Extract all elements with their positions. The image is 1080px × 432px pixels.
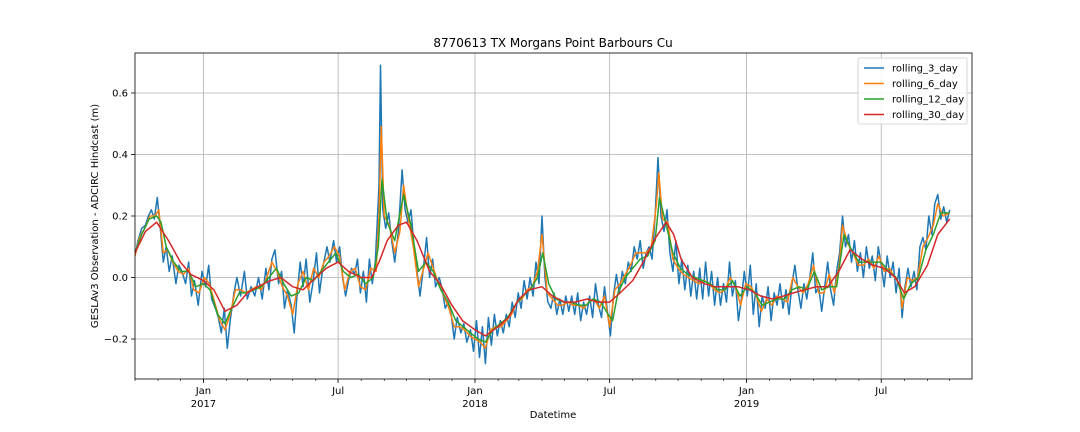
y-tick-label: −0.2 (104, 335, 128, 346)
x-tick-label: Jul (874, 386, 887, 397)
x-tick-label: Jan (466, 386, 482, 397)
x-tick-label: Jul (331, 386, 344, 397)
y-axis-label: GESLAv3 Observation - ADCIRC Hindcast (m… (90, 104, 101, 328)
series-lines (135, 64, 951, 365)
legend: rolling_3_day rolling_6_day rolling_12_day… (857, 57, 968, 125)
chart-title: 8770613 TX Morgans Point Barbours Cu (433, 36, 672, 50)
y-tick-label: 0.2 (112, 212, 128, 223)
legend-box (857, 57, 968, 125)
legend-label: rolling_6_day (892, 79, 958, 90)
legend-label: rolling_3_day (892, 64, 958, 75)
x-tick-label: Jul (603, 386, 616, 397)
y-tick-label: 0.6 (112, 88, 128, 99)
series-line-rolling-6-day (135, 126, 951, 349)
legend-label: rolling_12_day (892, 95, 964, 106)
x-tick-label: Jan (738, 386, 754, 397)
x-tick-year-label: 2019 (734, 399, 759, 410)
axis-ticks: Jan 2017 Jul Jan 2018 Jul Jan 2019 Jul −0.2 0.0 0.2… (104, 88, 950, 410)
series-line-rolling-30-day (135, 218, 951, 337)
series-line-rolling-12-day (135, 178, 950, 343)
grid-lines (135, 53, 972, 379)
x-tick-year-label: 2018 (462, 399, 487, 410)
x-tick-year-label: 2017 (191, 399, 216, 410)
y-tick-label: 0.0 (112, 273, 128, 284)
x-axis-label: Datetime (530, 410, 577, 421)
legend-label: rolling_30_day (892, 110, 964, 121)
y-tick-label: 0.4 (112, 150, 128, 161)
x-tick-label: Jan (195, 386, 211, 397)
